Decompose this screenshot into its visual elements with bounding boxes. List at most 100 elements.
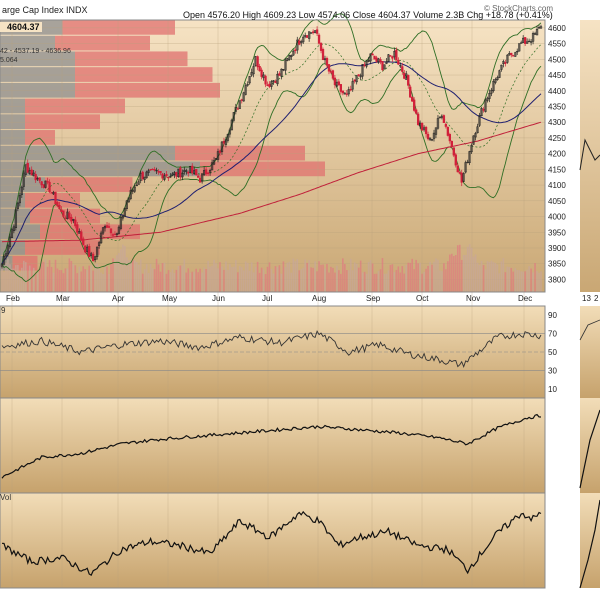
volume-by-price-bar-up — [175, 145, 305, 161]
volume-bar — [221, 266, 223, 292]
candle-body — [256, 56, 259, 68]
candle-body — [448, 134, 451, 142]
volume-bar — [147, 272, 150, 292]
volume-bar — [135, 261, 138, 292]
volume-bar — [506, 266, 509, 292]
candle-body — [117, 226, 121, 234]
candle-body — [490, 89, 493, 94]
volume-by-price-bar-down — [0, 161, 200, 177]
volume-bar — [490, 260, 493, 292]
volume-bar — [11, 268, 13, 292]
candle-body — [206, 172, 210, 175]
month-tick-label: Oct — [416, 294, 429, 303]
volume-by-price-bar-down — [0, 145, 175, 161]
volume-bar — [110, 264, 112, 292]
legend-bollinger: 42 - 4537.19 - 4636.96 — [0, 48, 71, 55]
volume-bar — [272, 273, 275, 292]
candle-body — [529, 41, 533, 43]
volume-bar — [284, 267, 287, 292]
volume-by-price-bar-up — [25, 98, 125, 114]
candle-body — [105, 225, 109, 228]
candle-body — [454, 154, 457, 166]
volume-bar — [195, 268, 197, 292]
volume-bar — [209, 266, 211, 292]
candle-body — [147, 170, 150, 173]
candle-body — [84, 245, 87, 253]
candle-body — [353, 79, 356, 82]
rsi-y-tick-label: 70 — [548, 330, 557, 339]
price-y-tick-label: 4300 — [548, 118, 566, 127]
candle-body — [268, 83, 271, 87]
candle-body — [280, 68, 283, 77]
volume-bar — [387, 270, 390, 292]
volume-bar — [508, 266, 511, 292]
volume-bar — [21, 267, 23, 292]
volume-bar — [512, 271, 515, 292]
candle-body — [288, 55, 291, 60]
volume-bar — [9, 264, 11, 292]
volume-bar — [514, 268, 517, 292]
candle-body — [113, 233, 117, 236]
candle-body — [82, 238, 85, 245]
candle-body — [97, 242, 101, 246]
volume-bar — [96, 263, 98, 292]
volume-bar — [349, 258, 352, 292]
volume-bar — [375, 273, 378, 292]
candle-body — [482, 108, 485, 111]
candle-body — [329, 71, 333, 73]
candle-body — [494, 79, 497, 83]
volume-bar — [159, 271, 162, 292]
mid-panel-bg — [0, 398, 545, 493]
candle-body — [18, 195, 21, 204]
volume-bar — [502, 258, 505, 292]
volume-bar — [296, 259, 299, 292]
candle-body — [187, 171, 190, 174]
volume-bar — [496, 264, 499, 292]
volume-bar — [310, 267, 312, 292]
candle-body — [480, 108, 483, 116]
volume-bar — [536, 271, 538, 292]
candle-body — [111, 234, 115, 236]
side-x-tick-label: 2 — [594, 294, 599, 303]
candle-body — [525, 41, 529, 44]
volume-bar — [151, 268, 154, 292]
volume-bar — [538, 272, 540, 292]
candle-body — [315, 29, 319, 34]
candle-body — [210, 162, 214, 171]
volume-bar — [50, 266, 53, 292]
volume-bar — [193, 271, 196, 292]
volume-bar — [163, 262, 166, 292]
candle-body — [298, 40, 301, 45]
volume-bar — [433, 261, 435, 292]
volume-bar — [472, 256, 475, 292]
candle-body — [359, 75, 362, 78]
volume-bar — [104, 266, 106, 292]
candle-body — [375, 57, 378, 62]
volume-bar — [413, 269, 415, 292]
volume-bar — [359, 260, 362, 292]
volume-bar — [288, 261, 291, 292]
candle-body — [504, 62, 507, 64]
volume-bar — [126, 257, 128, 292]
candle-body — [2, 256, 6, 265]
volume-bar — [143, 269, 146, 292]
candle-body — [95, 246, 99, 257]
volume-bar — [266, 266, 269, 292]
rsi-y-tick-label: 10 — [548, 385, 557, 394]
side-lower-line — [579, 499, 600, 589]
candle-body — [468, 151, 471, 163]
volume-bar — [342, 258, 344, 292]
candle-body — [347, 89, 350, 95]
candle-body — [121, 216, 125, 219]
candle-body — [34, 173, 37, 181]
candle-body — [258, 66, 261, 72]
candle-body — [123, 208, 127, 217]
candle-body — [381, 61, 384, 71]
candle-body — [520, 42, 523, 44]
volume-bar — [244, 261, 247, 292]
volume-by-price-bar-up — [25, 192, 80, 208]
volume-by-price-bar-down — [0, 98, 25, 114]
volume-bar — [88, 265, 90, 292]
candle-body — [6, 245, 10, 255]
candle-body — [101, 227, 105, 234]
